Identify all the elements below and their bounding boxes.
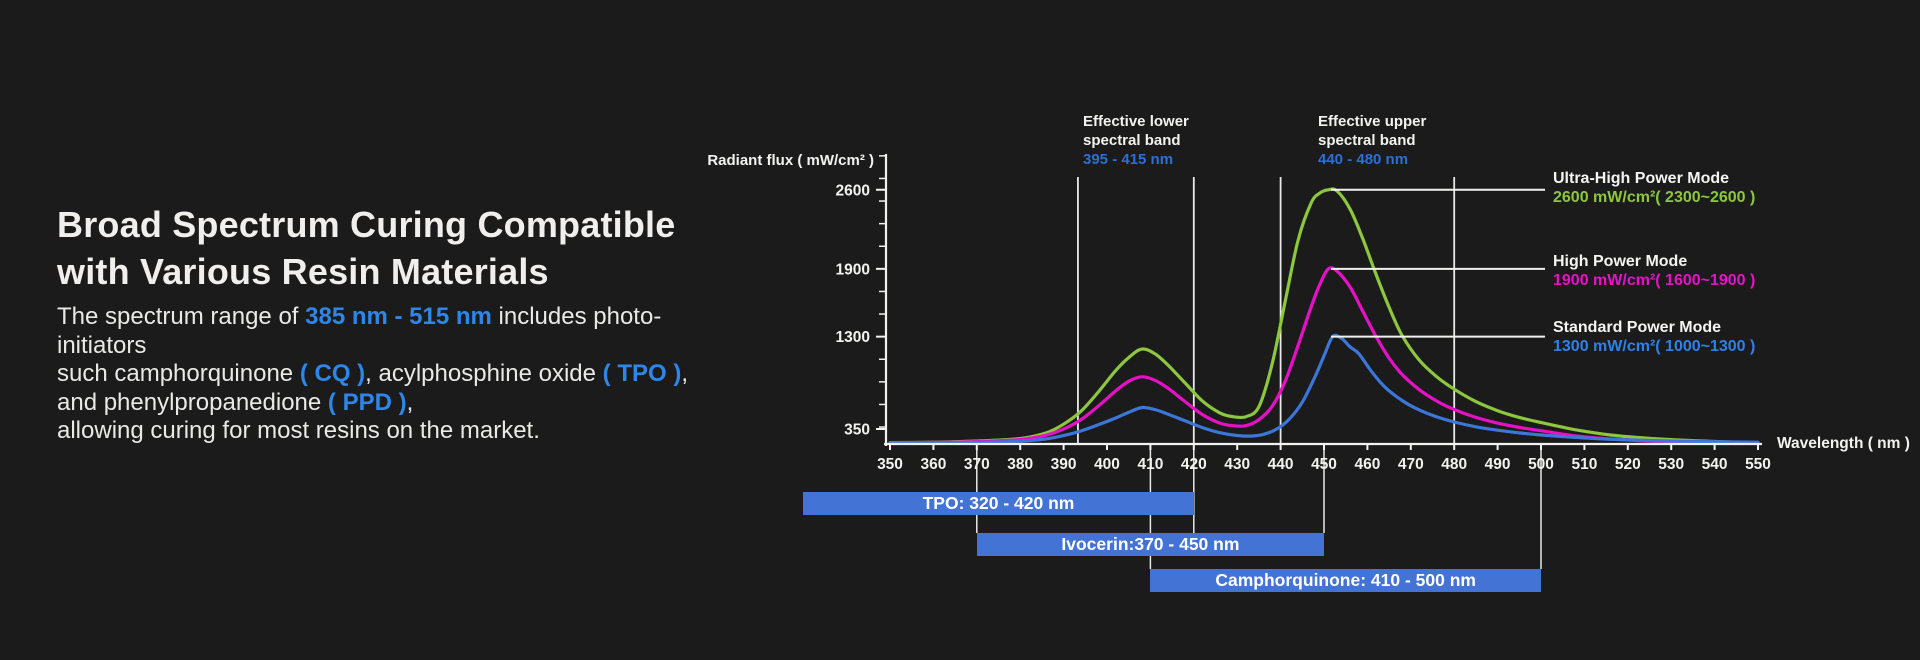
curve-standard-power-mode — [888, 333, 1760, 445]
paragraph-line: such camphorquinone ( CQ ), acylphosphin… — [57, 360, 717, 389]
paragraph-accent-text: ( TPO ) — [602, 360, 682, 387]
legend-title: Ultra-High Power Mode — [1553, 170, 1730, 187]
paragraph-accent-text: ( CQ ) — [299, 360, 366, 387]
legend-value: 1900 mW/cm²( 1600~1900 ) — [1553, 272, 1756, 289]
paragraph-line: The spectrum range of 385 nm - 515 nm in… — [57, 303, 717, 360]
paragraph-text: , — [406, 388, 414, 416]
annotation-range-value: 395 - 415 nm — [1083, 151, 1174, 168]
title-line-1: Broad Spectrum Curing Compatible — [57, 204, 676, 245]
paragraph-accent-text: ( PPD ) — [327, 388, 407, 416]
x-tick-label: 540 — [1702, 456, 1728, 473]
paragraph-text: and phenylpropanedione — [57, 388, 328, 416]
annotation-line-1: Effective lower — [1083, 113, 1189, 130]
annotation-upper-spectral-band: Effective upper spectral band 440 - 480 … — [1318, 112, 1426, 169]
paragraph-text: allowing curing for most resins on the m… — [57, 417, 540, 444]
x-tick-label: 360 — [920, 456, 946, 473]
x-tick-label: 470 — [1398, 456, 1424, 473]
x-tick-label: 440 — [1268, 456, 1294, 473]
x-tick-label: 550 — [1745, 456, 1771, 473]
legend-value: 1300 mW/cm²( 1000~1300 ) — [1553, 338, 1756, 355]
paragraph-text: , acylphosphine oxide — [365, 360, 603, 387]
legend-ultra-high-power: Ultra-High Power Mode 2600 mW/cm²( 2300~… — [1553, 169, 1755, 207]
left-panel-title: Broad Spectrum Curing Compatible with Va… — [57, 201, 677, 295]
annotation-range-value: 440 - 480 nm — [1318, 151, 1409, 168]
initiator-bar-ivocerin: Ivocerin:370 - 450 nm — [976, 533, 1324, 556]
paragraph-text: The spectrum range of — [57, 303, 306, 330]
x-tick-label: 520 — [1615, 456, 1641, 473]
paragraph-text: includes photo-initiators — [57, 303, 662, 359]
left-panel-paragraph: The spectrum range of 385 nm - 515 nm in… — [57, 303, 717, 446]
x-tick-label: 390 — [1051, 456, 1077, 473]
x-tick-label: 410 — [1137, 456, 1163, 473]
x-tick-label: 530 — [1658, 456, 1684, 473]
initiator-bar-tpo: TPO: 320 - 420 nm — [803, 492, 1194, 515]
x-tick-label: 480 — [1441, 456, 1467, 473]
curve-ultra-high-power-mode — [888, 187, 1760, 445]
y-tick-label: 1900 — [836, 261, 870, 278]
legend-title: Standard Power Mode — [1553, 319, 1722, 336]
initiator-bar-camphorquinone: Camphorquinone: 410 - 500 nm — [1150, 569, 1541, 592]
y-tick-label: 350 — [844, 422, 870, 439]
paragraph-line: allowing curing for most resins on the m… — [57, 417, 717, 446]
legend-standard-power: Standard Power Mode 1300 mW/cm²( 1000~13… — [1553, 318, 1755, 356]
x-tick-label: 510 — [1571, 456, 1597, 473]
x-tick-label: 400 — [1094, 456, 1120, 473]
title-line-2: with Various Resin Materials — [57, 251, 549, 292]
annotation-line-2: spectral band — [1318, 132, 1416, 149]
x-tick-label: 460 — [1354, 456, 1380, 473]
x-tick-label: 500 — [1528, 456, 1554, 473]
y-tick-label: 2600 — [836, 182, 870, 199]
y-axis-title: Radiant flux ( mW/cm² ) — [707, 152, 874, 169]
paragraph-line: and phenylpropanedione ( PPD ), — [57, 389, 717, 418]
annotation-line-2: spectral band — [1083, 132, 1181, 149]
x-axis-title: Wavelength ( nm ) — [1777, 435, 1910, 452]
curve-high-power-mode — [888, 266, 1760, 445]
x-tick-label: 450 — [1311, 456, 1337, 473]
x-tick-label: 490 — [1485, 456, 1511, 473]
x-tick-label: 430 — [1224, 456, 1250, 473]
x-tick-label: 380 — [1007, 456, 1033, 473]
x-tick-label: 370 — [964, 456, 990, 473]
legend-value: 2600 mW/cm²( 2300~2600 ) — [1553, 189, 1756, 206]
legend-high-power: High Power Mode 1900 mW/cm²( 1600~1900 ) — [1553, 252, 1755, 290]
legend-title: High Power Mode — [1553, 253, 1688, 270]
x-tick-label: 350 — [877, 456, 903, 473]
paragraph-accent-text: 385 nm - 515 nm — [305, 303, 492, 330]
paragraph-text: such camphorquinone — [57, 360, 300, 387]
y-tick-label: 1300 — [836, 329, 870, 346]
annotation-line-1: Effective upper — [1318, 113, 1427, 130]
annotation-lower-spectral-band: Effective lower spectral band 395 - 415 … — [1083, 112, 1189, 169]
paragraph-text: , — [681, 360, 688, 387]
x-tick-label: 420 — [1181, 456, 1207, 473]
